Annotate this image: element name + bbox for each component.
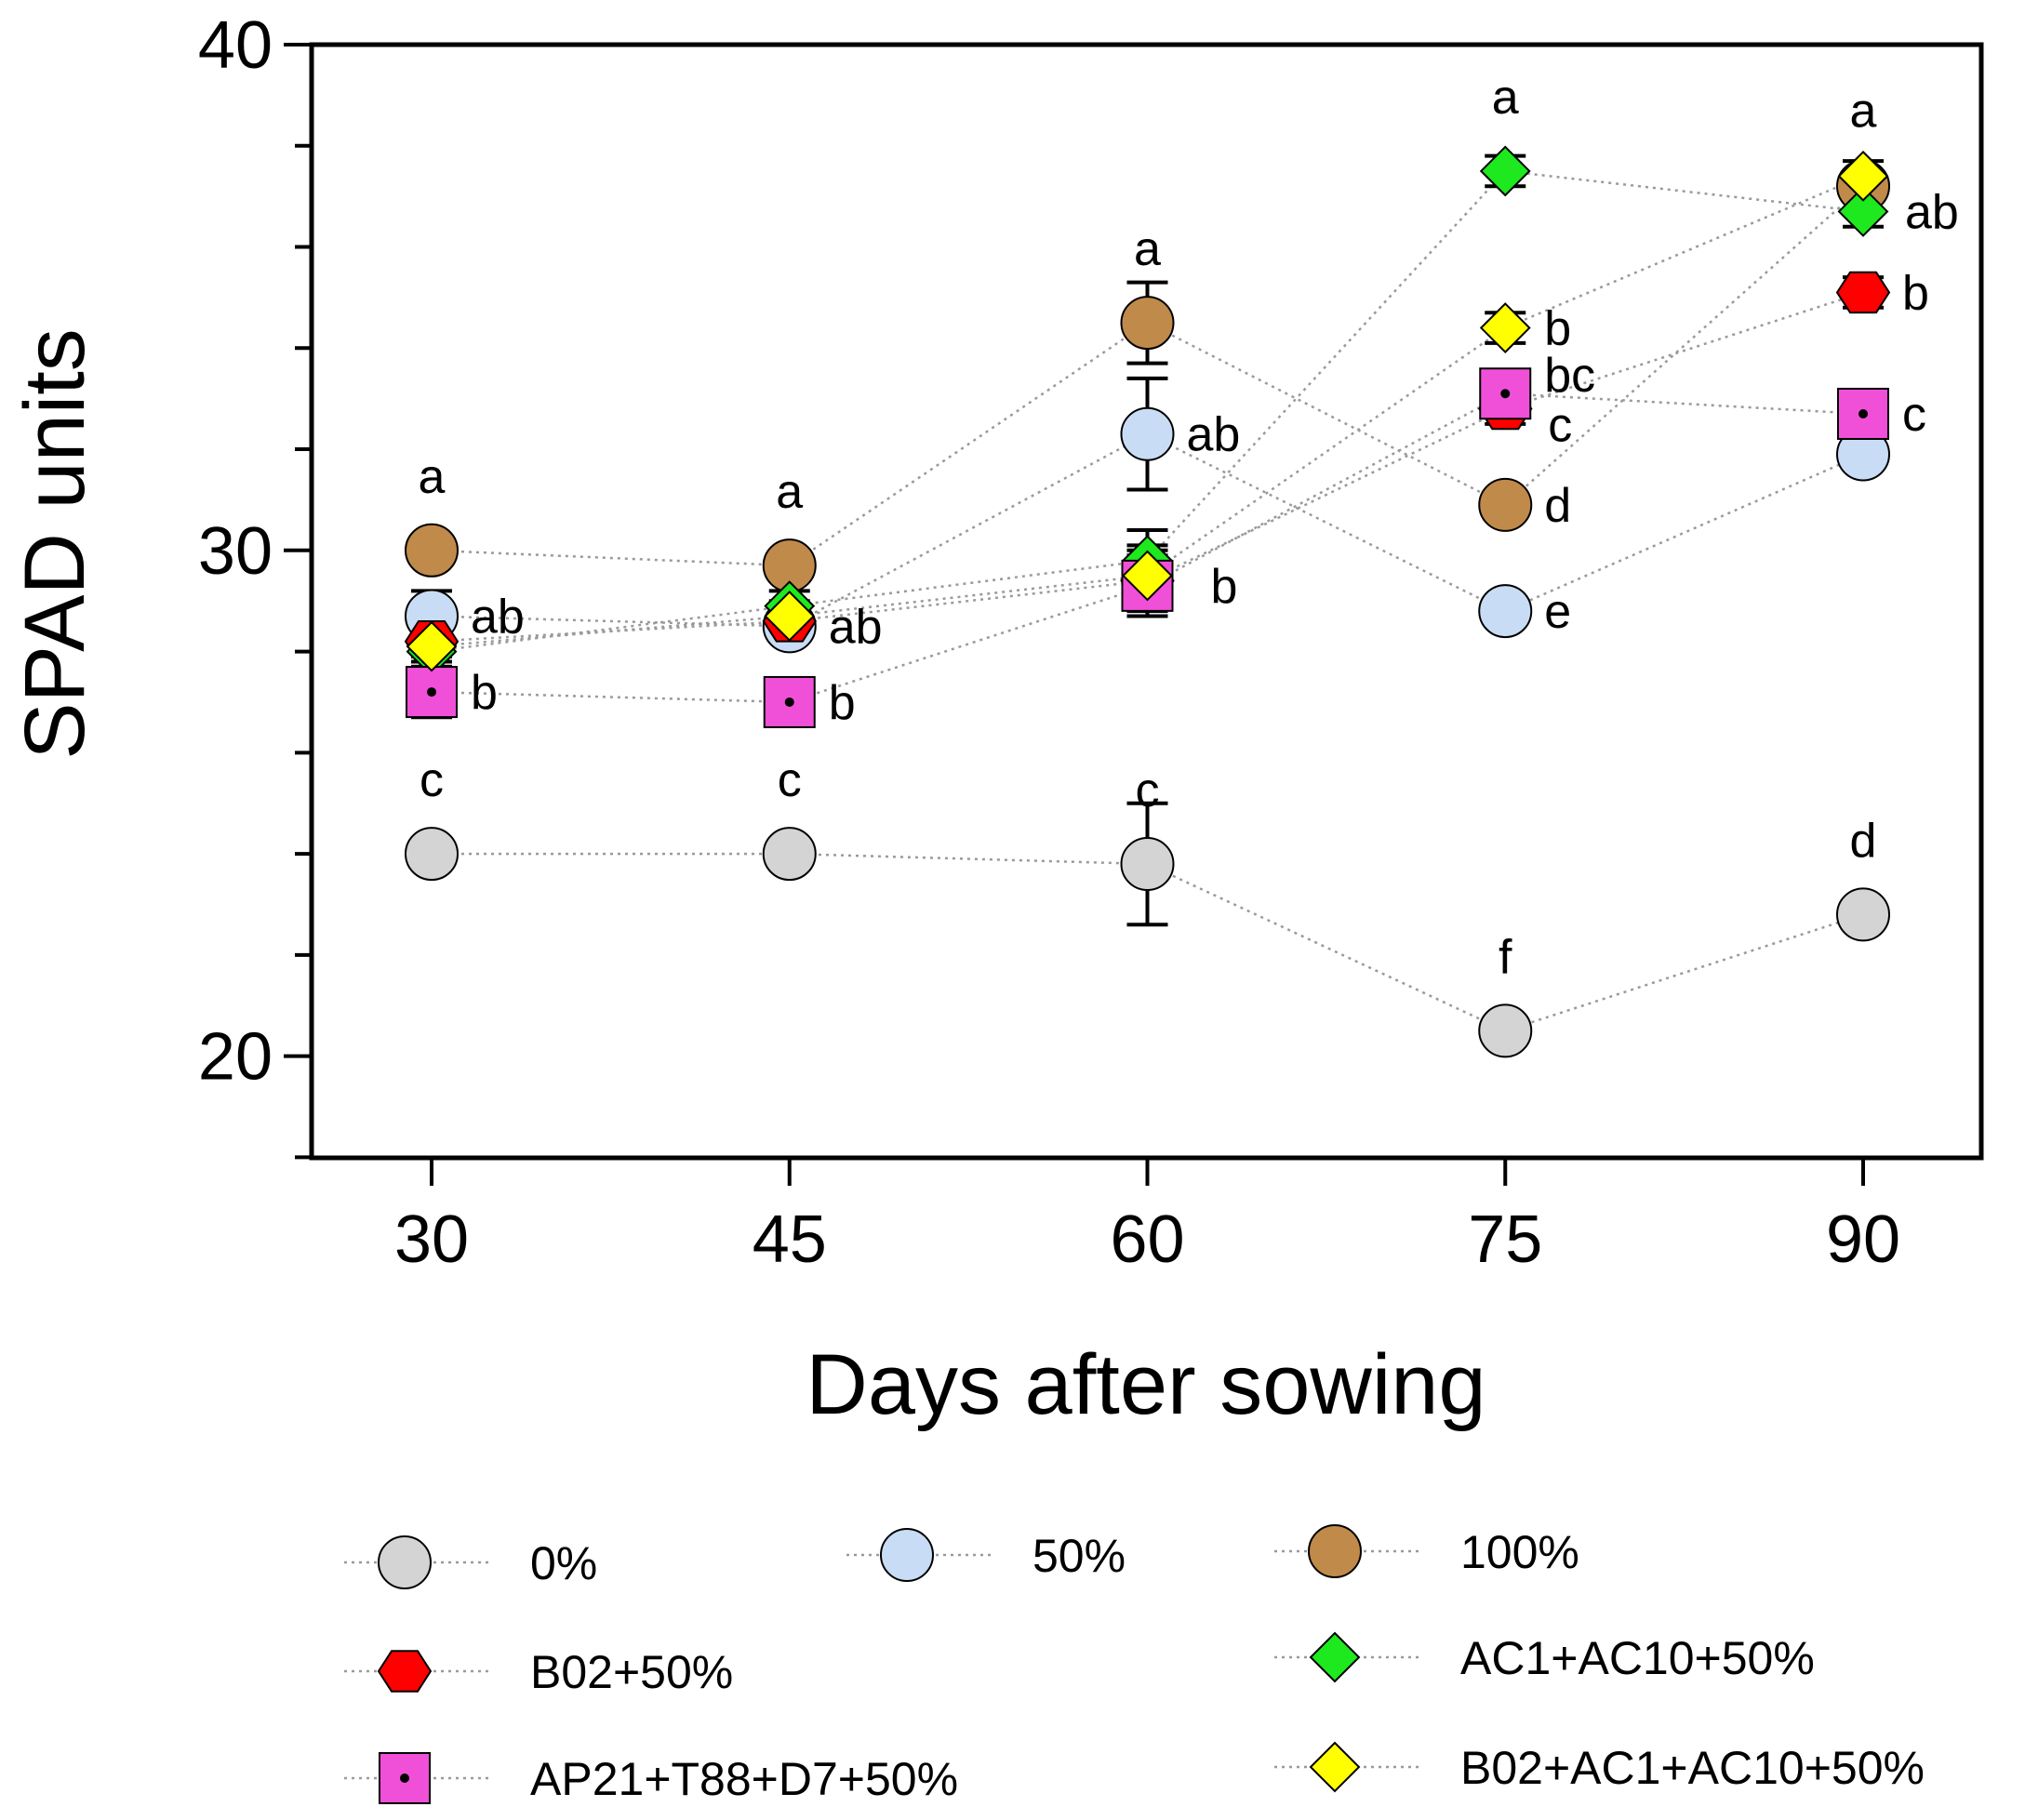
legend-item-s50: 50% [846,1528,1126,1582]
sig-label-s100-60: a [1134,222,1161,276]
marker-ac-90 [1837,186,1889,237]
legend-marker-s50 [880,1528,934,1582]
sig-label-b02-90: b [1902,266,1929,320]
y-tick-label-40: 40 [198,8,273,83]
marker-s0-60 [1120,836,1175,891]
x-axis: 30 45 60 75 90 [394,1158,1900,1277]
y-axis: 20 30 40 [198,8,312,1160]
legend-label-s50: 50% [1032,1530,1126,1582]
marker-ac-75 [1479,145,1531,197]
sig-label-ap-90: c [1902,388,1926,442]
sig-label-s0-60: c [1136,764,1160,817]
sig-label-s100-45: a [776,465,803,519]
sig-label-s100-75: d [1544,479,1571,533]
sig-label-s0-45: c [778,753,802,807]
sig-label-s50-75: e [1544,585,1571,639]
marker-s0-90 [1836,887,1890,942]
connector-s50 [431,432,1864,628]
sig-label-s100-30: a [419,450,446,504]
legend: 0% 50% 100% B02+50% AC1+AC10+50% AP21+T88+D7+… [344,1524,1925,1805]
connector-bac [431,175,1864,648]
x-tick-label-30: 30 [394,1202,469,1277]
legend-item-s100: 100% [1274,1524,1579,1578]
legend-label-bac: B02+AC1+AC10+50% [1460,1742,1925,1794]
legend-marker-s0 [378,1535,432,1589]
marker-bac-60 [1122,550,1173,602]
legend-marker-ap [379,1752,431,1804]
sig-label-ap-60: b [1211,560,1238,614]
legend-marker-s100 [1308,1524,1362,1578]
marker-bac-90 [1837,150,1889,202]
legend-marker-b02 [377,1650,433,1693]
marker-s50-75 [1478,584,1533,639]
data-markers [404,145,1891,1058]
marker-s50-60 [1120,406,1175,461]
legend-item-ap: AP21+T88+D7+50% [344,1752,958,1805]
y-axis-title: SPAD units [7,328,102,760]
sig-label-bac-75: b [1544,302,1571,356]
sig-label-ap-45: b [829,676,856,730]
sig-label-s0-75: f [1499,930,1512,984]
marker-s100-75 [1478,477,1533,532]
legend-label-s100: 100% [1460,1526,1579,1578]
sig-label-ac-90: ab [1905,185,1959,239]
y-tick-label-30: 30 [198,514,273,589]
marker-ap-45 [763,675,816,728]
marker-s0-75 [1478,1003,1533,1058]
sig-label-s0-30: c [420,753,444,807]
legend-item-bac: B02+AC1+AC10+50% [1274,1741,1925,1794]
x-axis-title: Days after sowing [806,1337,1485,1432]
connector-b02 [431,291,1864,643]
marker-ap-75 [1479,367,1532,420]
legend-item-s0: 0% [344,1535,597,1589]
sig-label-ap-30: b [471,666,498,720]
legend-marker-ac [1309,1631,1361,1683]
sig-label-ac-75: a [1492,71,1519,125]
marker-ap-30 [406,666,458,719]
legend-item-b02: B02+50% [344,1646,733,1698]
connector-ac [431,169,1864,653]
x-tick-label-60: 60 [1110,1202,1184,1277]
marker-s0-45 [762,827,817,882]
sig-label-s0-90: d [1850,814,1877,868]
legend-label-ac: AC1+AC10+50% [1460,1632,1815,1684]
x-tick-label-45: 45 [753,1202,827,1277]
legend-label-ap: AP21+T88+D7+50% [530,1753,958,1805]
legend-marker-bac [1309,1741,1361,1793]
sig-label-s50-45: ab [829,600,883,654]
marker-ap-90 [1837,387,1889,440]
sig-label-b02-75: c [1548,399,1572,453]
sig-label-ap-75: bc [1544,349,1595,403]
legend-label-b02: B02+50% [530,1646,733,1698]
marker-bac-30 [406,620,458,672]
marker-bac-45 [764,591,816,642]
sig-label-s50-60: ab [1187,408,1241,462]
x-tick-label-75: 75 [1468,1202,1542,1277]
legend-item-ac: AC1+AC10+50% [1274,1631,1815,1684]
x-tick-label-90: 90 [1826,1202,1900,1277]
marker-s0-30 [405,827,459,882]
marker-s100-60 [1120,296,1175,351]
marker-s100-30 [405,523,459,578]
y-tick-label-20: 20 [198,1020,273,1095]
sig-label-s50-30: ab [471,591,525,644]
connector-ap [431,392,1864,704]
legend-label-s0: 0% [530,1537,597,1589]
marker-b02-90 [1835,271,1891,314]
marker-bac-75 [1479,302,1531,353]
sig-label-s100-90: a [1850,84,1877,138]
